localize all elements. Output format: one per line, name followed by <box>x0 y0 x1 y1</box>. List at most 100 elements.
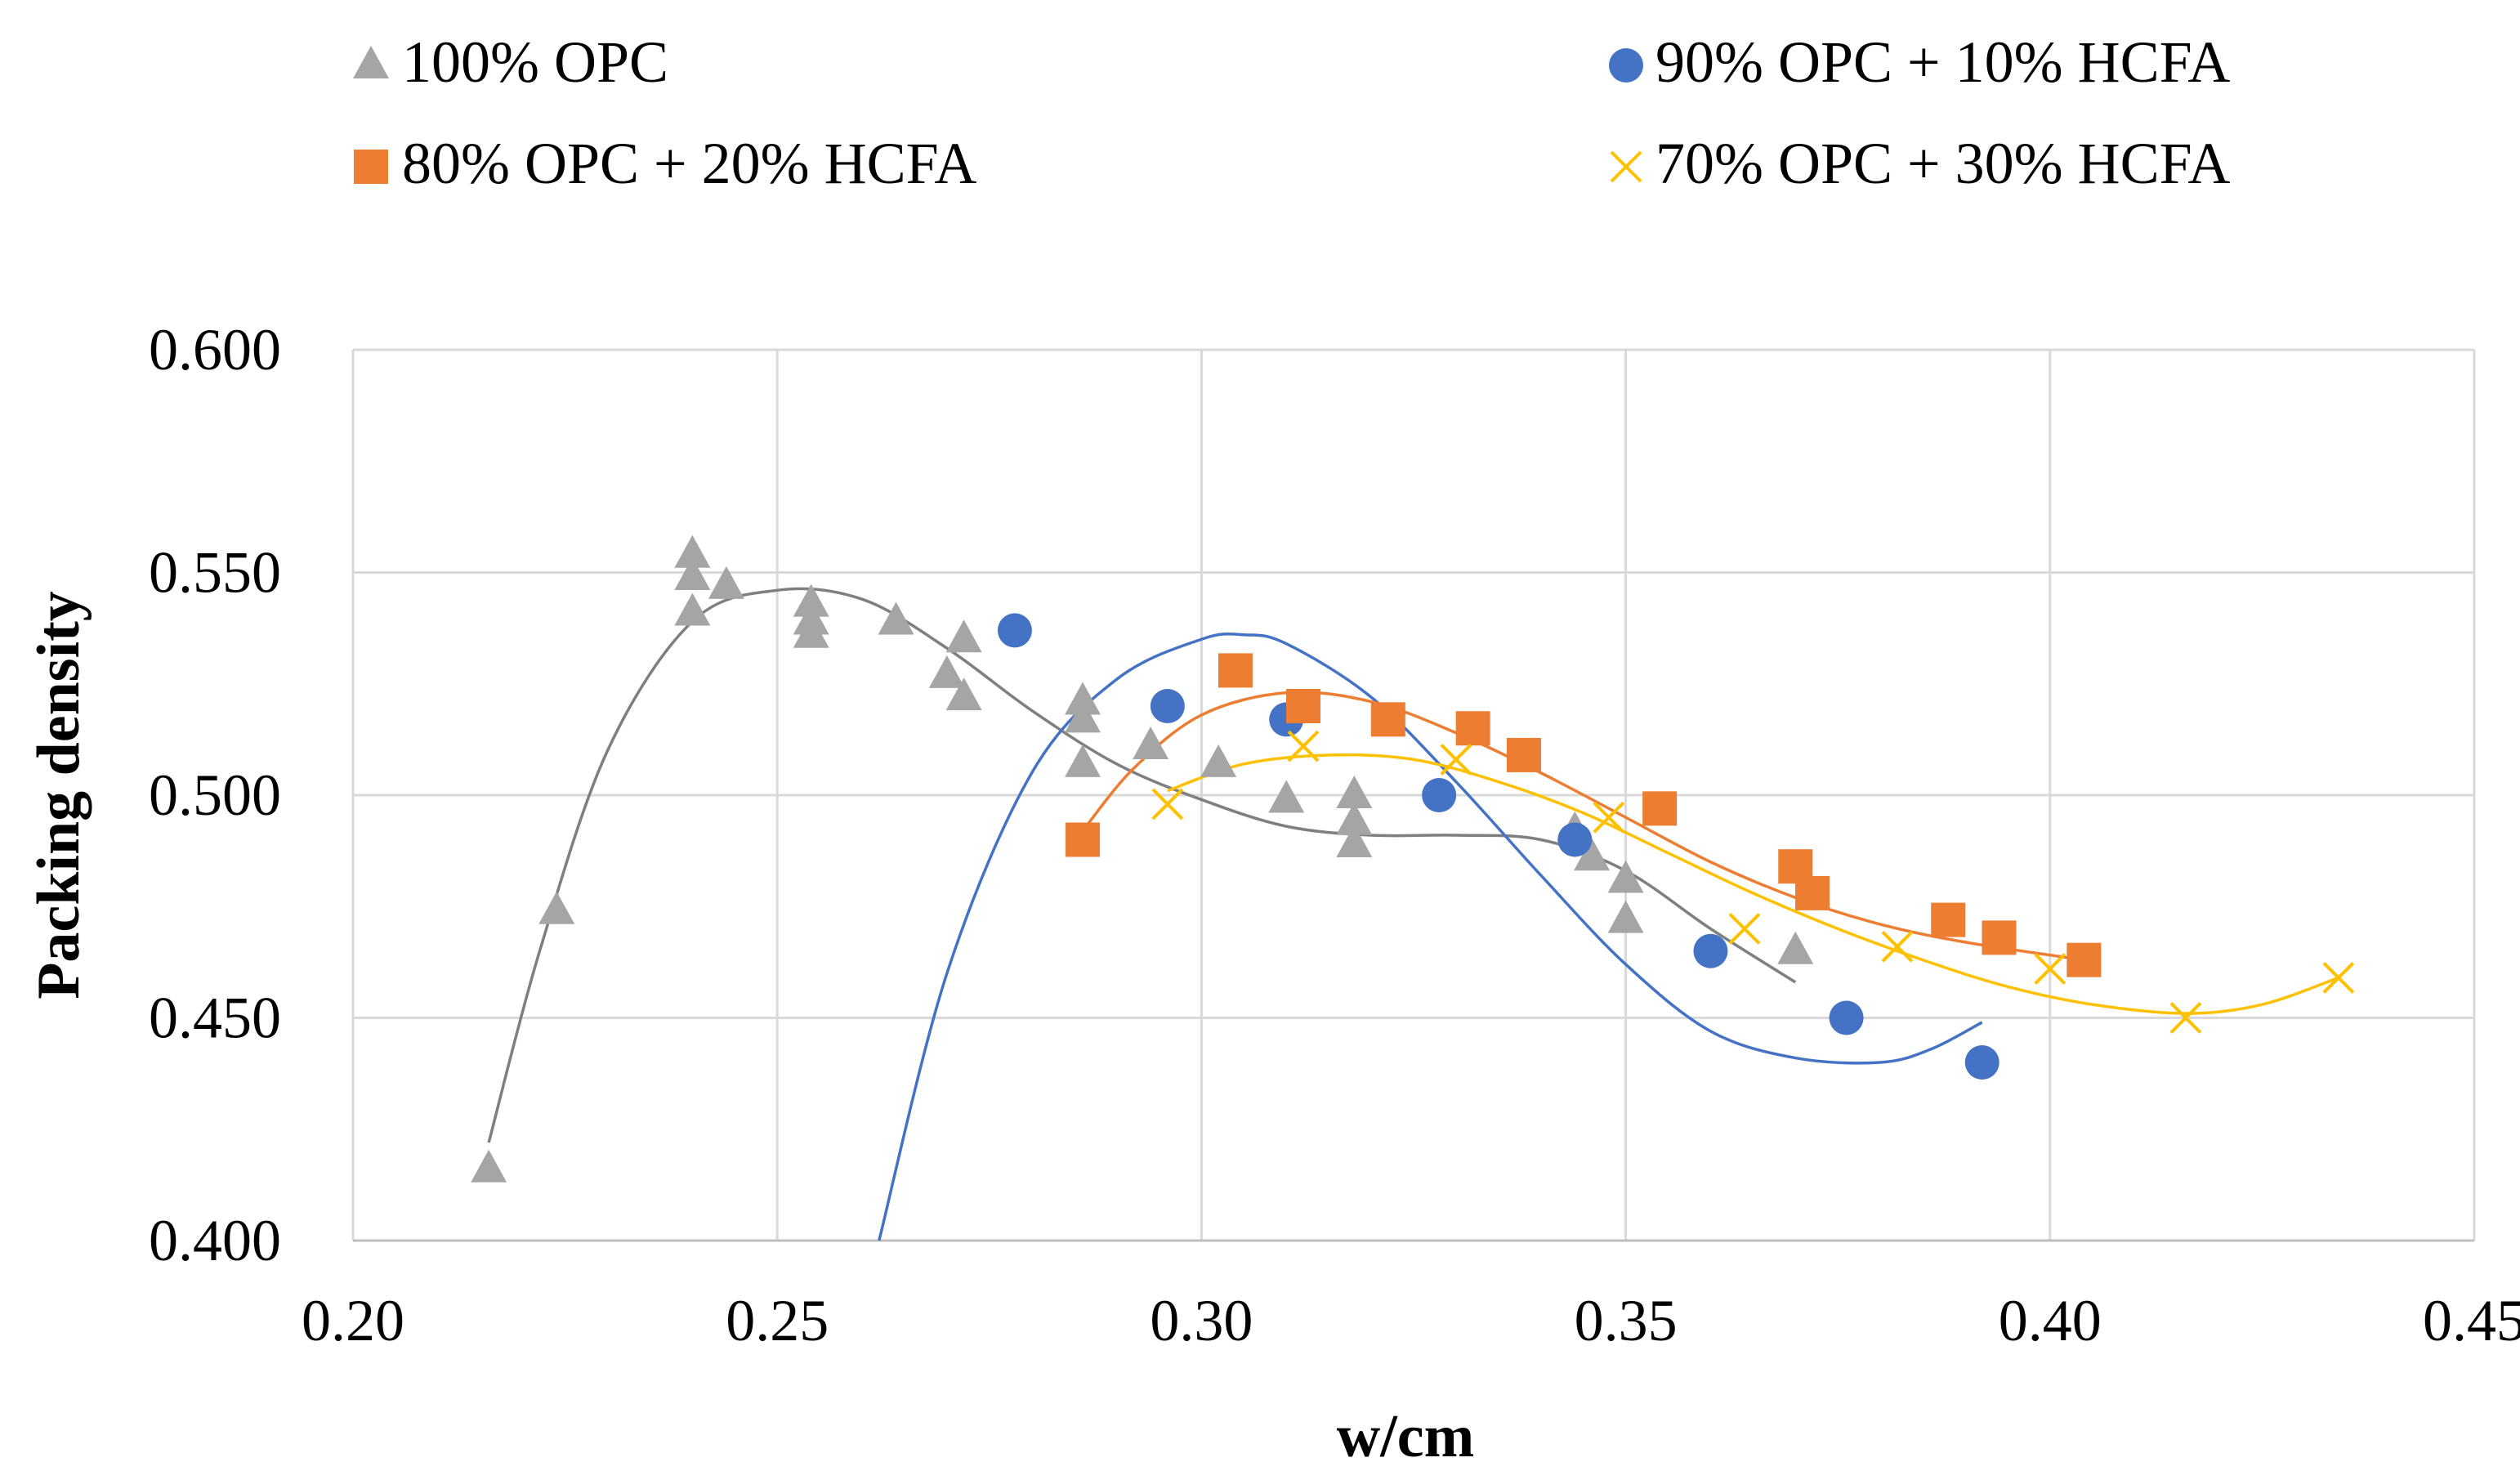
data-point-triangle <box>928 655 965 688</box>
data-point-square <box>1286 689 1321 723</box>
data-point-x-stroke <box>2034 953 2066 985</box>
data-point-circle <box>1693 933 1728 968</box>
legend-label-80-opc-20-hcfa: 80% OPC + 20% HCFA <box>402 131 976 196</box>
data-point-x-stroke <box>1287 730 1320 762</box>
data-point-triangle <box>1336 776 1373 808</box>
data-point-x <box>1728 913 1761 945</box>
data-point-triangle <box>945 619 982 653</box>
data-point-x-stroke <box>2322 962 2355 994</box>
data-point-triangle <box>674 557 711 590</box>
data-point-x <box>1440 743 1472 776</box>
data-point-triangle <box>1133 727 1169 760</box>
legend-triangle-icon <box>353 46 389 78</box>
legend-label-100-opc: 100% OPC <box>402 29 668 95</box>
data-point-triangle <box>1336 824 1373 857</box>
data-point-triangle <box>1065 744 1101 777</box>
data-point-x <box>2322 962 2355 994</box>
data-point-triangle <box>1268 780 1305 813</box>
data-point-x-stroke <box>1440 743 1472 776</box>
legend-item-80-opc-20-hcfa: 80% OPC + 20% HCFA <box>354 131 976 196</box>
data-point-square <box>1370 702 1405 737</box>
y-tick-label: 0.600 <box>149 317 281 382</box>
legend-item-100-opc: 100% OPC <box>353 29 668 95</box>
y-tick-label: 0.550 <box>149 540 281 606</box>
data-points <box>471 534 2355 1183</box>
legend-marker-square-icon <box>354 150 388 184</box>
x-tick-label: 0.40 <box>1999 1288 2102 1353</box>
data-point-triangle <box>1607 860 1644 893</box>
x-axis-title: w/cm <box>1337 1403 1475 1470</box>
data-point-circle <box>1422 778 1457 812</box>
data-point-triangle <box>1607 900 1644 933</box>
data-point-triangle <box>1574 838 1611 871</box>
data-point-triangle <box>538 891 575 924</box>
data-point-square <box>1066 822 1101 857</box>
data-point-triangle <box>878 601 914 635</box>
legend-marker-circle-icon <box>1609 48 1643 83</box>
data-point-x-stroke <box>1593 801 1625 834</box>
data-point-circle <box>997 613 1032 648</box>
data-point-x-stroke <box>1881 930 1914 963</box>
legend-circle-icon <box>1609 48 1643 83</box>
data-point-square <box>1455 711 1490 746</box>
data-point-x <box>2169 1002 2202 1034</box>
data-point-circle <box>1964 1045 1999 1080</box>
data-point-triangle <box>793 615 829 648</box>
legend-label-90-opc-10-hcfa: 90% OPC + 10% HCFA <box>1655 29 2230 95</box>
data-point-x <box>1593 801 1625 834</box>
y-tick-label: 0.500 <box>149 762 281 828</box>
tick-labels: 0.400 0.450 0.500 0.550 0.600 0.20 0.25 0.30 0.3… <box>149 317 2520 1353</box>
legend-x-icon <box>1610 150 1642 183</box>
y-tick-label: 0.450 <box>149 986 281 1051</box>
y-axis-title: Packing density <box>25 591 92 999</box>
legend: 100% OPC 90% OPC + 10% HCFA 80% OPC + 20… <box>353 29 2230 196</box>
legend-marker-x-icon <box>1610 150 1642 183</box>
series-circle-points <box>997 613 1999 1080</box>
data-point-square <box>1218 653 1253 688</box>
trendline <box>1081 691 2084 962</box>
data-point-square <box>1931 902 1966 937</box>
data-point-triangle <box>1200 744 1237 777</box>
data-point-circle <box>1829 1000 1864 1035</box>
data-point-x <box>1151 788 1184 820</box>
legend-label-70-opc-30-hcfa: 70% OPC + 30% HCFA <box>1655 131 2230 196</box>
data-point-x-stroke <box>1728 913 1761 945</box>
data-point-x <box>1287 730 1320 762</box>
data-point-x-stroke <box>2169 1002 2202 1034</box>
trendline <box>878 632 1983 1241</box>
data-point-triangle <box>1777 931 1814 964</box>
y-tick-label: 0.400 <box>149 1208 281 1273</box>
x-tick-label: 0.25 <box>726 1288 829 1353</box>
data-point-square <box>1642 791 1678 826</box>
series-x-points <box>1151 730 2355 1034</box>
data-point-circle <box>1557 822 1593 857</box>
legend-item-90-opc-10-hcfa: 90% OPC + 10% HCFA <box>1609 29 2230 95</box>
data-point-triangle <box>674 592 711 626</box>
data-point-square <box>1982 920 2017 955</box>
x-tick-label: 0.30 <box>1150 1288 1253 1353</box>
data-point-triangle <box>1336 802 1373 835</box>
gridlines <box>351 348 2476 1242</box>
legend-marker-triangle-icon <box>353 46 389 78</box>
data-point-x-stroke <box>1151 788 1184 820</box>
data-point-triangle <box>674 534 711 568</box>
data-point-triangle <box>793 584 829 617</box>
data-point-triangle <box>1065 682 1101 715</box>
data-point-circle <box>1150 689 1185 723</box>
data-point-square <box>1506 737 1541 772</box>
data-point-x <box>2034 953 2066 985</box>
data-point-square <box>1795 875 1830 910</box>
x-tick-label: 0.45 <box>2423 1288 2520 1353</box>
data-point-triangle <box>708 566 744 599</box>
x-tick-label: 0.20 <box>302 1288 404 1353</box>
trendline <box>1167 753 2339 1015</box>
data-point-triangle <box>945 677 982 711</box>
legend-item-70-opc-30-hcfa: 70% OPC + 30% HCFA <box>1610 131 2230 196</box>
data-point-square <box>2066 942 2102 977</box>
trendlines <box>487 587 2339 1241</box>
series-triangle-points <box>471 534 1814 1183</box>
data-point-triangle <box>1065 700 1101 733</box>
data-point-x <box>1881 930 1914 963</box>
